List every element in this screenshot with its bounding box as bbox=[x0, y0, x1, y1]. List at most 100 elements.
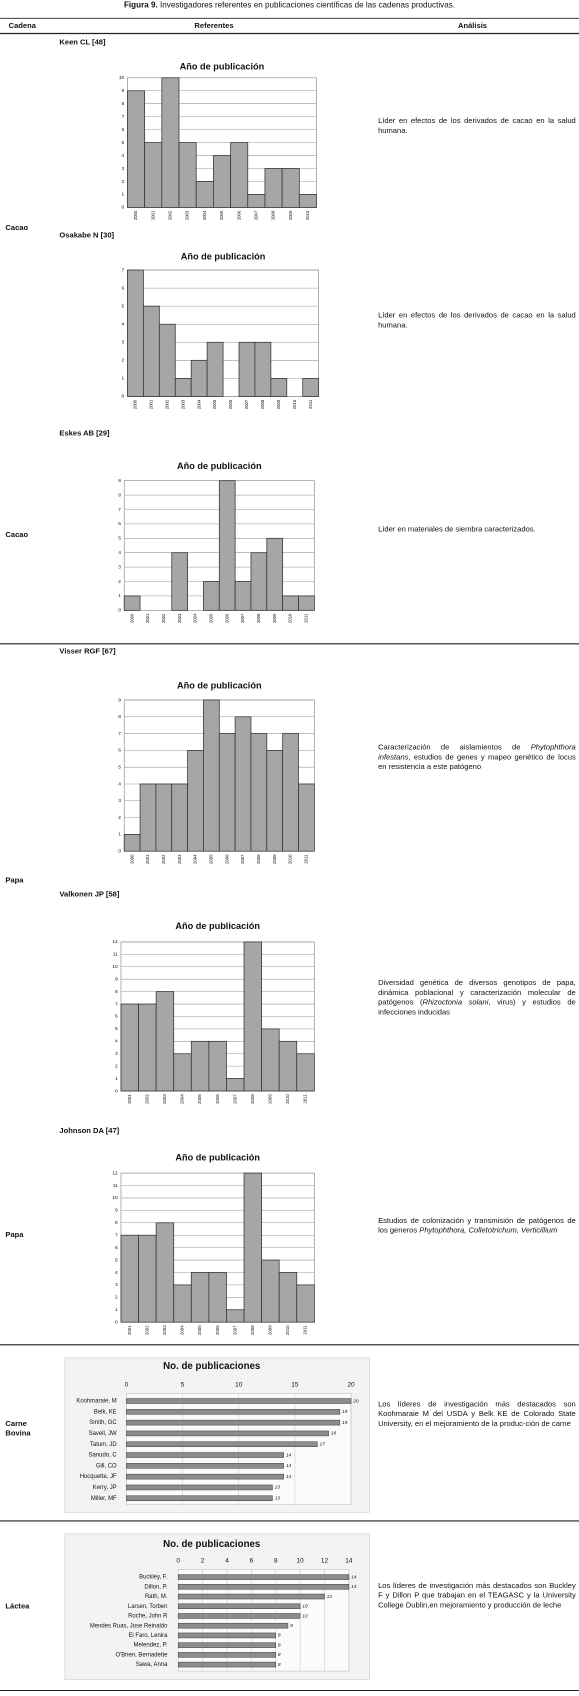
analysis-part: Phytophthora infestans bbox=[378, 744, 576, 762]
referente-name: Osakabe N [30] bbox=[59, 232, 115, 240]
bar bbox=[144, 142, 163, 208]
x-tick-label: 12 bbox=[321, 1558, 329, 1565]
y-tick-label: 9 bbox=[118, 697, 121, 703]
x-tick-label: 2007 bbox=[253, 210, 258, 220]
bar bbox=[143, 305, 160, 397]
cadena-label: Láctea bbox=[5, 1603, 30, 1611]
y-tick-label: O'Brien, Bernadette bbox=[115, 1652, 168, 1658]
analysis-text: Los líderes de investigación más destaca… bbox=[378, 1581, 576, 1610]
x-tick-label: 14 bbox=[345, 1558, 353, 1565]
y-tick-label: Roche, John R bbox=[128, 1614, 168, 1620]
bar bbox=[177, 1574, 350, 1580]
bar bbox=[177, 1652, 277, 1658]
value-label: 19 bbox=[342, 1420, 348, 1426]
x-tick-label: 2004 bbox=[202, 210, 207, 220]
value-label: 10 bbox=[302, 1604, 308, 1610]
y-tick-label: 10 bbox=[112, 964, 118, 970]
bar bbox=[127, 269, 144, 397]
analysis-part: Los líderes de investigación más destaca… bbox=[378, 1582, 576, 1610]
chart-title: Año de publicación bbox=[180, 61, 265, 71]
y-tick-label: 5 bbox=[115, 1257, 118, 1263]
value-label: 10 bbox=[302, 1613, 308, 1619]
cadena-label: Cacao bbox=[5, 224, 29, 233]
bar bbox=[218, 733, 236, 852]
bar bbox=[190, 1272, 210, 1323]
x-tick-label: 2011 bbox=[303, 1094, 308, 1104]
y-tick-label: 6 bbox=[118, 748, 121, 754]
bar bbox=[177, 1642, 277, 1648]
y-tick-label: 5 bbox=[122, 140, 125, 146]
analysis-text: Líder en efectos de los derivados de cac… bbox=[378, 117, 576, 136]
bar bbox=[173, 1284, 192, 1323]
x-tick-label: 2011 bbox=[303, 1325, 308, 1335]
y-tick-label: 4 bbox=[118, 781, 121, 787]
y-tick-label: 4 bbox=[122, 153, 125, 159]
bar bbox=[178, 142, 197, 208]
y-tick-label: 5 bbox=[122, 303, 125, 309]
y-tick-label: 1 bbox=[122, 192, 125, 198]
x-tick-label: 2004 bbox=[196, 399, 201, 409]
bar bbox=[126, 1495, 273, 1501]
x-tick-label: 2009 bbox=[276, 399, 281, 409]
analysis-part: Caracterización de aislamientos de bbox=[378, 744, 531, 752]
bar bbox=[123, 834, 141, 852]
y-tick-label: 9 bbox=[118, 478, 121, 484]
x-tick-label: 2006 bbox=[224, 613, 229, 623]
value-label: 14 bbox=[351, 1574, 357, 1580]
y-tick-label: 0 bbox=[118, 848, 121, 854]
value-label: 13 bbox=[275, 1496, 281, 1502]
x-tick-label: 2002 bbox=[164, 399, 169, 409]
y-tick-label: 0 bbox=[115, 1319, 118, 1325]
y-tick-label: Savell, JW bbox=[89, 1431, 117, 1437]
x-tick-label: 2011 bbox=[304, 613, 309, 623]
y-tick-label: 0 bbox=[118, 608, 121, 614]
y-tick-label: 3 bbox=[115, 1282, 118, 1288]
value-label: 8 bbox=[278, 1652, 281, 1658]
bar bbox=[155, 783, 173, 852]
value-label: 18 bbox=[331, 1431, 337, 1437]
bar bbox=[126, 1441, 318, 1447]
x-tick-label: 2003 bbox=[185, 210, 190, 220]
x-tick-label: 2005 bbox=[208, 854, 213, 864]
y-tick-label: 5 bbox=[118, 536, 121, 542]
y-tick-label: 8 bbox=[118, 714, 121, 720]
analysis-part: Líder en materiales de siembra caracteri… bbox=[378, 526, 536, 534]
y-tick-label: 2 bbox=[122, 358, 125, 364]
x-tick-label: 2001 bbox=[127, 1094, 132, 1104]
x-tick-label: 2009 bbox=[272, 854, 277, 864]
cadena-label: Cacao bbox=[5, 531, 29, 540]
bar bbox=[190, 359, 208, 397]
y-tick-label: 6 bbox=[122, 127, 125, 133]
column-header: Análisis bbox=[458, 22, 488, 31]
x-tick-label: 2002 bbox=[161, 854, 166, 864]
y-tick-label: Sawa, Anna bbox=[136, 1662, 168, 1668]
analysis-text: Estudios de colonización y transmisión d… bbox=[378, 1216, 576, 1235]
y-tick-label: 7 bbox=[122, 267, 125, 273]
bar bbox=[261, 1259, 280, 1323]
x-tick-label: 4 bbox=[225, 1558, 229, 1565]
bar bbox=[177, 1593, 325, 1600]
x-tick-label: 2005 bbox=[197, 1325, 202, 1335]
bar bbox=[203, 581, 220, 611]
y-tick-label: Kerry, JP bbox=[93, 1485, 117, 1491]
column-header: Referentes bbox=[194, 22, 234, 31]
x-tick-label: 2007 bbox=[240, 613, 245, 623]
x-tick-label: 2002 bbox=[168, 210, 173, 220]
x-tick-label: 2011 bbox=[308, 399, 313, 409]
x-tick-label: 2008 bbox=[250, 1325, 255, 1335]
bar bbox=[177, 1661, 277, 1668]
y-tick-label: Dillon, P. bbox=[144, 1584, 167, 1590]
x-tick-label: 2007 bbox=[240, 854, 245, 864]
y-tick-label: 11 bbox=[113, 1183, 118, 1189]
x-tick-label: 2004 bbox=[193, 613, 198, 623]
bar bbox=[139, 783, 157, 852]
bar bbox=[120, 1003, 139, 1092]
y-tick-label: 4 bbox=[118, 550, 121, 556]
x-tick-label: 2006 bbox=[215, 1094, 220, 1104]
bar bbox=[261, 1028, 280, 1092]
x-tick-label: 2001 bbox=[149, 399, 154, 409]
bar bbox=[298, 194, 317, 208]
bar bbox=[126, 1409, 341, 1415]
y-tick-label: 7 bbox=[115, 1001, 118, 1007]
chart-title: Año de publicación bbox=[175, 921, 260, 931]
